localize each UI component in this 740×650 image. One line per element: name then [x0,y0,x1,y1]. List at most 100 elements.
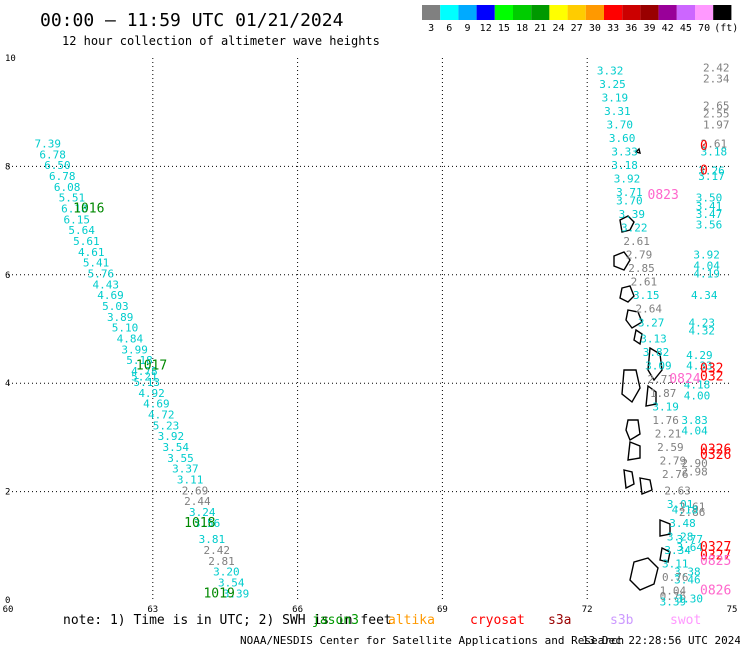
altimeter-tracks: 7.396.786.506.786.085.516.186.155.645.61… [35,62,732,609]
wave-height-label: 2.90 [681,457,708,470]
wave-height-label: 3.31 [604,105,631,118]
wave-height-label: 3.82 [643,346,670,359]
wave-height-label: 3.54 [218,576,245,589]
wave-height-label: 2.71 [648,373,675,386]
colorbar-label: 36 [625,23,637,34]
y-tick-label: 2 [5,488,10,498]
footer-timestamp: 13 Dec 22:28:56 UTC 2024 [582,634,740,647]
wave-height-label: 6.78 [49,170,76,183]
wave-height-colorbar: 3 6 9 12 15 18 21 24 27 30 33 36 39 42 45 70 (ft) [422,5,738,34]
wave-height-label: 2.44 [184,495,211,508]
pass-time-label: 032 [700,361,723,376]
wave-height-label: 2.69 [182,484,209,497]
wave-height-label: 2.42 [203,544,230,557]
wave-height-label: 3.28 [667,530,694,543]
wave-height-label: 3.89 [107,311,133,324]
wave-height-label: 3.39 [660,595,687,608]
colorbar-swatch [494,5,513,20]
wave-height-label: 3.92 [614,173,641,186]
colorbar-label: 18 [516,23,528,34]
colorbar-swatch [567,5,586,20]
wave-height-label: 3.27 [638,316,665,329]
wave-height-label: 6.08 [54,181,81,194]
wave-height-label: 4.43 [92,278,119,291]
colorbar-swatch [549,5,568,20]
wave-height-label: 5.64 [68,224,95,237]
wave-height-label: 1.87 [650,387,677,400]
satellite-legend-item: jason3 [312,613,359,628]
wave-height-label: 0.76 [660,590,687,603]
colorbar-swatch [476,5,495,20]
wave-height-label: 3.11 [662,557,689,570]
wave-height-label: 0.76 [662,571,689,584]
wave-height-label: 3.81 [199,533,226,546]
wave-height-label: 2.79 [660,455,687,468]
wave-height-label: 3.55 [167,452,194,465]
wave-height-label: 3.22 [621,221,648,234]
wave-height-label: 5.18 [126,354,152,367]
wave-height-label: 5.61 [73,235,100,248]
wave-height-label: 2.61 [623,235,650,248]
colorbar-swatch [440,5,459,20]
wave-height-label: 2.76 [662,468,689,481]
wave-height-label: 4.78 [131,365,158,378]
wave-height-label: 3.17 [698,170,725,183]
pass-time-label: 032 [700,369,723,384]
wave-height-label: 3.30 [676,593,703,606]
pass-time-label: 0326 [700,448,731,463]
wave-height-label: 4.23 [689,316,716,329]
wave-height-label: 3.25 [599,78,626,91]
wave-height-label: 4.69 [97,289,124,302]
colorbar-swatch [695,5,714,20]
colorbar-label: 6 [446,23,452,34]
island-outline [621,346,663,490]
axis-tick-labels: 60 63 66 69 72 75 0 2 4 6 8 10 [3,54,738,615]
wave-height-label: 3.99 [121,343,148,356]
wave-height-label: 4.32 [689,324,716,337]
island-outline [629,477,671,591]
colorbar-swatch [458,5,477,20]
wave-height-label: 3.38 [674,566,701,579]
colorbar-label: 30 [589,23,601,34]
colorbar-label: 70 [698,23,710,34]
wave-height-label: 3.56 [194,517,221,530]
colorbar-swatch [640,5,659,20]
wave-height-label: 3.01 [667,498,694,511]
wave-height-label: 5.13 [133,376,160,389]
colorbar-label: 12 [480,23,492,34]
wave-height-label: 3.32 [597,64,624,77]
wave-height-label: 3.39 [619,208,646,221]
pass-time-label: 0826 [700,584,731,599]
wave-height-label: 2.55 [703,108,730,121]
pass-time-label: 0 [700,164,708,179]
wave-height-label: 3.56 [696,219,723,232]
wave-height-label: 4.34 [691,289,718,302]
wave-height-label: 3.50 [696,192,723,205]
wave-height-label: 2.59 [657,441,684,454]
wave-height-label: 5.23 [153,419,180,432]
x-tick-label: 66 [292,605,303,615]
wave-height-label: 3.37 [172,463,199,476]
wave-height-label: 3.41 [696,200,723,213]
satellite-legend-item: s3b [610,613,634,628]
pass-time-label: 0 [700,139,708,154]
wave-height-label: 2.34 [703,72,730,85]
y-tick-label: 8 [5,162,10,172]
wave-height-label: 3.83 [681,414,708,427]
colorbar-swatch [531,5,550,20]
pass-time-label: 1018 [184,516,215,531]
colorbar-label: 42 [662,23,674,34]
x-tick-label: 69 [437,605,448,615]
wave-height-label: 2.98 [681,465,708,478]
wave-height-label: 3.64 [676,541,703,554]
island-outline [634,147,641,154]
wave-height-label: 2.79 [626,249,653,262]
colorbar-swatch [713,5,732,20]
satellite-legend-item: swot [670,613,701,628]
pass-time-label: 0823 [648,188,679,203]
colorbar-label: 27 [571,23,583,34]
wave-height-label: 2.85 [628,262,655,275]
wave-height-label: 2.61 [701,137,728,150]
wave-height-label: 7.39 [35,137,62,150]
wave-height-label: 4.72 [148,408,175,421]
